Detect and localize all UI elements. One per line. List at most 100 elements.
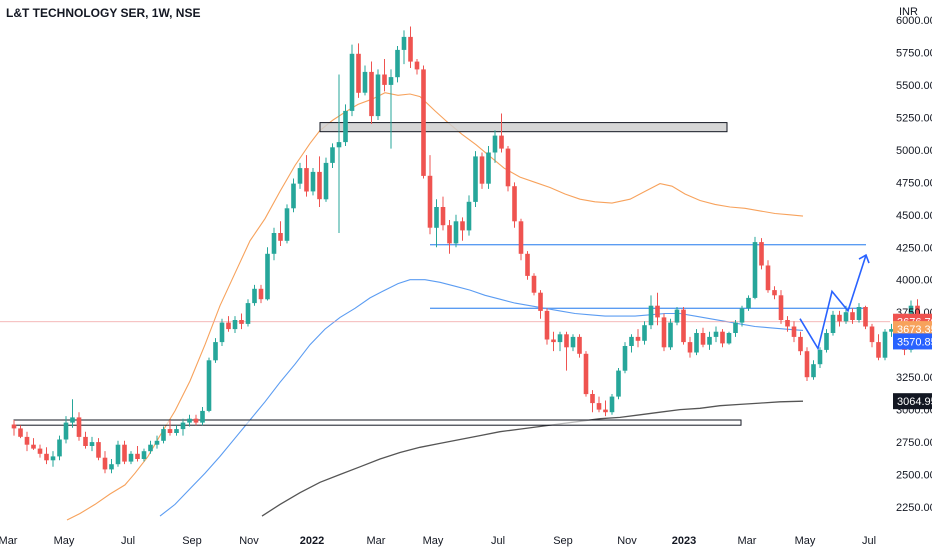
candle-up [616,370,621,397]
candle-down [596,403,602,410]
candle-down [863,307,868,327]
candle-down [278,233,283,241]
candle-down [427,175,433,228]
candle-up [856,307,862,320]
candle-up [609,396,615,413]
y-tick-label: 2750.00 [896,437,932,449]
candle-down [512,186,517,222]
candle-up [70,417,75,423]
candle-down [239,320,244,324]
x-tick-label: Nov [239,535,259,547]
x-tick-label: Sep [182,535,202,547]
candle-up [694,333,699,353]
y-tick-label: 4750.00 [896,177,932,189]
candle-down [772,290,777,296]
x-tick-label: Mar [738,535,757,547]
candle-down [681,309,686,343]
candle-down [687,342,693,353]
ma-black-line [261,400,804,517]
candle-down [765,265,771,291]
candle-down [700,333,706,345]
candle-up [245,303,251,324]
candle-up [707,336,712,345]
candle-up [213,342,218,361]
candle-down [226,322,231,330]
candle-down [551,339,556,343]
price-tag-label: 3570.85 [897,336,932,348]
candle-up [375,74,381,117]
candle-down [193,418,199,423]
y-tick-label: 5250.00 [896,112,932,124]
candle-down [369,71,374,117]
candle-down [447,225,452,244]
candle-up [187,418,192,423]
candle-down [518,221,524,254]
candle-up [713,331,719,337]
candle-down [24,436,30,445]
candle-up [388,77,394,85]
candle-up [648,305,654,326]
candle-down [850,312,855,320]
candle-down [122,444,127,462]
y-tick-label: 3250.00 [896,372,932,384]
candle-down [538,292,543,311]
candle-down [167,429,173,433]
candle-up [733,322,738,333]
candle-up [473,156,478,202]
x-tick-label: Sep [553,535,573,547]
candle-up [323,162,329,200]
candle-up [843,312,849,322]
y-tick-label: 2500.00 [896,470,932,482]
candle-up [148,444,153,452]
candle-up [629,336,634,346]
candle-up [726,333,732,344]
candle-down [525,253,530,276]
candle-up [882,331,888,358]
x-tick-label: 2022 [300,535,324,547]
candle-down [804,351,810,378]
candle-up [141,451,147,459]
candle-down [83,436,88,446]
y-tick-label: 5750.00 [896,47,932,59]
candle-up [557,334,563,343]
candle-up [434,207,439,228]
candle-up [746,297,751,309]
candle-down [304,168,309,192]
x-tick-label: May [795,535,816,547]
candle-down [18,428,23,437]
candle-up [674,309,680,323]
candle-down [440,207,446,226]
candle-down [421,69,426,176]
candle-up [115,444,121,465]
candle-down [44,453,49,461]
x-tick-label: Jul [121,535,135,547]
candle-down [31,444,36,449]
candle-up [453,221,459,244]
candle-up [219,322,225,343]
candle-up [50,456,56,461]
y-tick-label: 2250.00 [896,502,932,514]
price-tag [893,393,932,410]
x-tick-label: Mar [367,535,386,547]
candle-down [544,310,550,340]
x-tick-label: Jul [862,535,876,547]
x-tick-label: May [423,535,444,547]
candle-down [37,448,43,454]
chart-title: L&T TECHNOLOGY SER, 1W, NSE [6,6,201,20]
candle-up [330,147,335,163]
candle-up [63,422,69,440]
price-tag-label: 3064.95 [897,396,932,408]
candle-down [505,148,511,187]
projection-arrowhead [858,253,870,264]
price-tag-label: 3673.35 [897,324,932,336]
y-tick-label: 4250.00 [896,242,932,254]
y-tick-label: 6000.00 [896,15,932,27]
candle-down [460,221,465,231]
price-tag [893,333,932,350]
candle-up [265,253,270,300]
candle-up [180,422,186,430]
candle-down [603,409,608,413]
x-tick-label: Nov [617,535,637,547]
